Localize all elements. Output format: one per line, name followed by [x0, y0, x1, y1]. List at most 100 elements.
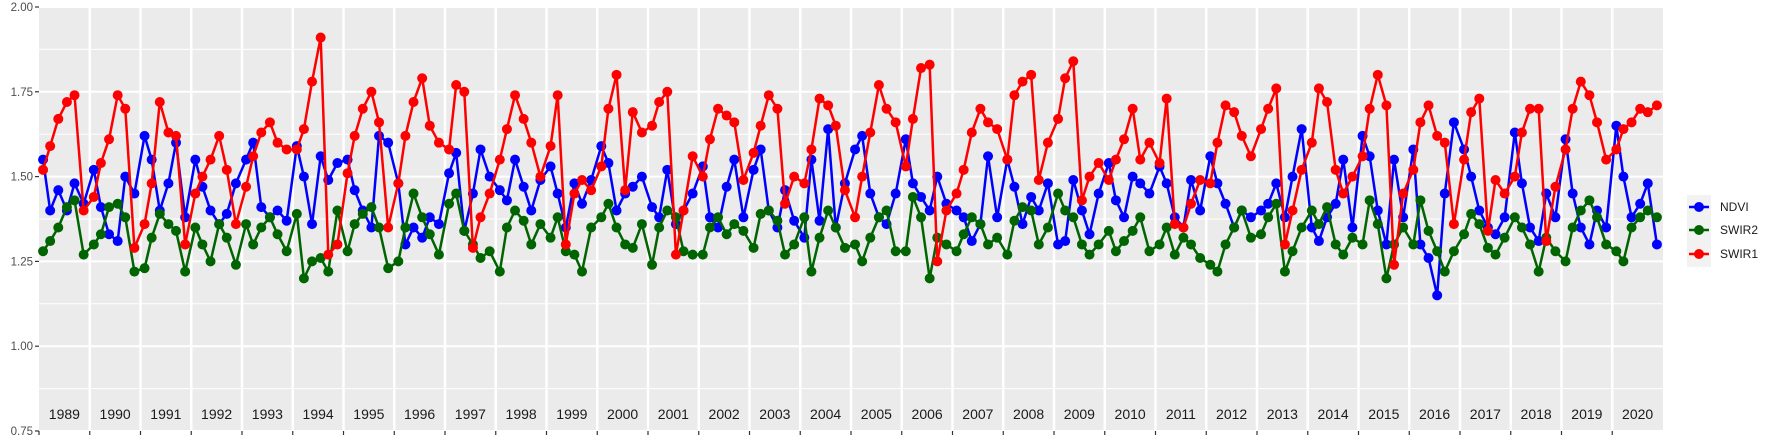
data-point-swir1: [38, 164, 49, 175]
data-point-swir1: [1584, 90, 1595, 101]
data-point-swir2: [1381, 273, 1392, 284]
data-point-swir2: [104, 202, 115, 213]
data-point-swir1: [1127, 103, 1138, 114]
data-point-ndvi: [1642, 178, 1653, 189]
data-point-swir2: [510, 205, 521, 216]
data-point-swir2: [357, 208, 368, 219]
data-point-ndvi: [1525, 222, 1536, 233]
year-label: 2016: [1419, 406, 1450, 422]
data-point-ndvi: [424, 212, 435, 223]
data-point-swir2: [69, 195, 80, 206]
data-point-swir2: [755, 208, 766, 219]
y-tick-label: 1.50: [11, 172, 33, 184]
data-point-swir1: [636, 127, 647, 138]
data-point-swir2: [1592, 212, 1603, 223]
data-point-swir2: [1357, 239, 1368, 250]
legend-item-swir2: SWIR2: [1689, 223, 1758, 237]
data-point-swir2: [383, 263, 394, 274]
data-point-ndvi: [738, 212, 749, 223]
data-point-ndvi: [865, 188, 876, 199]
data-point-swir1: [1550, 181, 1561, 192]
data-point-ndvi: [721, 181, 732, 192]
data-point-swir1: [941, 205, 952, 216]
data-point-swir2: [1161, 222, 1172, 233]
data-point-ndvi: [230, 178, 241, 189]
y-tick-label: 0.75: [11, 426, 33, 438]
year-label: 2017: [1470, 406, 1501, 422]
data-point-swir1: [366, 86, 377, 97]
data-point-swir1: [865, 127, 876, 138]
year-label: 1997: [455, 406, 486, 422]
data-point-swir2: [951, 246, 962, 257]
data-point-swir1: [112, 90, 123, 101]
data-point-swir2: [1256, 229, 1267, 240]
data-point-swir1: [1279, 239, 1290, 250]
data-point-swir2: [1002, 249, 1013, 260]
data-point-swir1: [839, 185, 850, 196]
data-point-swir2: [451, 188, 462, 199]
data-point-swir2: [916, 212, 927, 223]
data-point-swir1: [1103, 174, 1114, 185]
data-point-swir1: [1448, 219, 1459, 230]
data-point-ndvi: [545, 161, 556, 172]
data-point-swir2: [873, 212, 884, 223]
y-tick-label: 1.00: [11, 341, 33, 353]
data-point-ndvi: [729, 154, 740, 165]
data-point-swir1: [983, 117, 994, 128]
data-point-swir1: [1635, 103, 1646, 114]
data-point-swir1: [799, 178, 810, 189]
year-label: 2002: [709, 406, 740, 422]
data-point-swir1: [780, 198, 791, 209]
data-point-swir1: [197, 171, 208, 182]
data-point-swir1: [1144, 137, 1155, 148]
data-point-swir2: [721, 229, 732, 240]
data-point-swir1: [1541, 236, 1552, 247]
data-point-swir1: [1626, 117, 1637, 128]
data-point-swir2: [763, 205, 774, 216]
data-point-swir1: [129, 242, 140, 253]
data-point-swir1: [627, 107, 638, 118]
y-tick-label: 1.75: [11, 87, 33, 99]
data-point-ndvi: [1296, 124, 1307, 135]
data-point-swir2: [1169, 249, 1180, 260]
data-point-swir2: [890, 246, 901, 257]
data-point-swir1: [975, 103, 986, 114]
data-point-swir1: [510, 90, 521, 101]
data-point-swir2: [1611, 246, 1622, 257]
data-point-swir1: [1093, 158, 1104, 169]
data-point-swir2: [1398, 222, 1409, 233]
data-point-swir2: [1439, 266, 1450, 277]
data-point-swir2: [1499, 232, 1510, 243]
data-point-ndvi: [992, 212, 1003, 223]
data-point-swir1: [577, 174, 588, 185]
data-point-swir2: [586, 222, 597, 233]
data-point-ndvi: [494, 185, 505, 196]
data-point-swir2: [1033, 239, 1044, 250]
data-point-swir2: [535, 219, 546, 230]
data-point-swir1: [932, 256, 943, 267]
data-point-swir2: [966, 212, 977, 223]
data-point-swir1: [281, 144, 292, 155]
data-point-ndvi: [1256, 205, 1267, 216]
data-point-swir1: [1642, 107, 1653, 118]
data-point-ndvi: [1127, 171, 1138, 182]
data-point-ndvi: [704, 212, 715, 223]
data-point-swir1: [383, 222, 394, 233]
data-point-ndvi: [1575, 222, 1586, 233]
data-point-ndvi: [88, 164, 99, 175]
data-point-ndvi: [857, 130, 868, 141]
data-point-swir2: [569, 249, 580, 260]
data-point-swir2: [1060, 205, 1071, 216]
data-point-ndvi: [823, 124, 834, 135]
data-point-ndvi: [1474, 205, 1485, 216]
data-point-ndvi: [1287, 171, 1298, 182]
data-point-swir1: [535, 171, 546, 182]
data-point-ndvi: [1567, 188, 1578, 199]
data-point-swir2: [881, 205, 892, 216]
data-point-swir1: [806, 144, 817, 155]
data-point-ndvi: [1601, 222, 1612, 233]
data-point-ndvi: [569, 178, 580, 189]
data-point-swir2: [577, 266, 588, 277]
data-point-swir2: [1186, 239, 1197, 250]
data-point-swir1: [1287, 205, 1298, 216]
